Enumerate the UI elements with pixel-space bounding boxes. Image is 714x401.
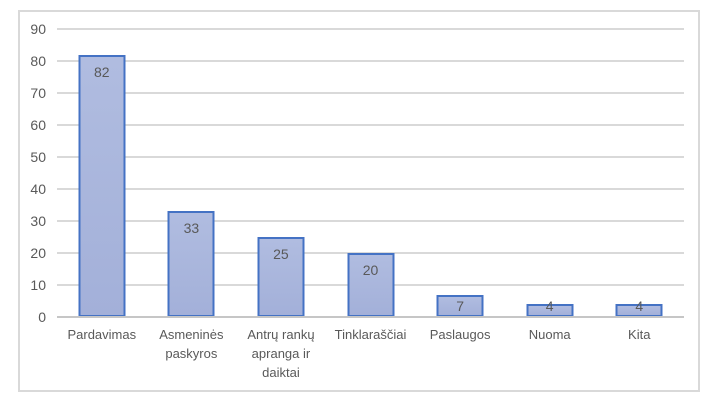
- bars-container: 82 33 25 20 7 4 4: [57, 29, 684, 317]
- bar-slot: 33: [147, 29, 237, 317]
- bar: 25: [257, 237, 305, 317]
- bar-slot: 82: [57, 29, 147, 317]
- bar: 82: [78, 54, 126, 317]
- bar-slot: 25: [236, 29, 326, 317]
- x-tick-label: Asmeninės paskyros: [159, 327, 224, 361]
- bar: 7: [436, 294, 484, 317]
- y-tick-label: 10: [30, 277, 46, 293]
- y-tick-label: 30: [30, 213, 46, 229]
- bar-value-label: 4: [635, 298, 644, 315]
- chart-frame: 0 10 20 30 40 50 60 70 80 90 82 33 25 20 7 4 4 Pardavim…: [18, 10, 700, 392]
- bar: 33: [167, 211, 215, 317]
- x-axis-labels: Pardavimas Asmeninės paskyros Antrų rankų …: [57, 325, 684, 382]
- bar-value-label: 7: [456, 297, 464, 314]
- bar-value-label: 25: [273, 246, 289, 262]
- bar-value-label: 4: [545, 298, 554, 315]
- y-tick-label: 20: [30, 245, 46, 261]
- bar-slot: 4: [594, 29, 684, 317]
- x-tick-label: Pardavimas: [67, 327, 137, 342]
- bar-value-label: 20: [362, 262, 379, 278]
- bar-slot: 20: [326, 29, 416, 317]
- y-tick-label: 60: [30, 117, 46, 133]
- y-tick-label: 50: [30, 149, 46, 165]
- bar-value-label: 33: [183, 220, 200, 237]
- y-tick-label: 40: [30, 181, 46, 197]
- x-tick-label: Paslaugos: [429, 327, 491, 342]
- x-tick-label: Tinklaraščiai: [334, 327, 407, 342]
- bar: 20: [347, 253, 395, 317]
- bar-slot: 4: [505, 29, 595, 317]
- x-tick-label: Kita: [628, 327, 651, 342]
- y-tick-label: 0: [38, 309, 46, 325]
- x-tick-label: Nuoma: [528, 327, 571, 342]
- bar-slot: 7: [415, 29, 505, 317]
- y-tick-label: 90: [30, 21, 46, 37]
- x-tick-label: Antrų rankų apranga ir daiktai: [247, 327, 315, 380]
- bar-value-label: 82: [93, 63, 110, 80]
- y-tick-label: 80: [30, 53, 46, 69]
- y-tick-label: 70: [30, 85, 46, 101]
- x-axis-line: [57, 316, 684, 318]
